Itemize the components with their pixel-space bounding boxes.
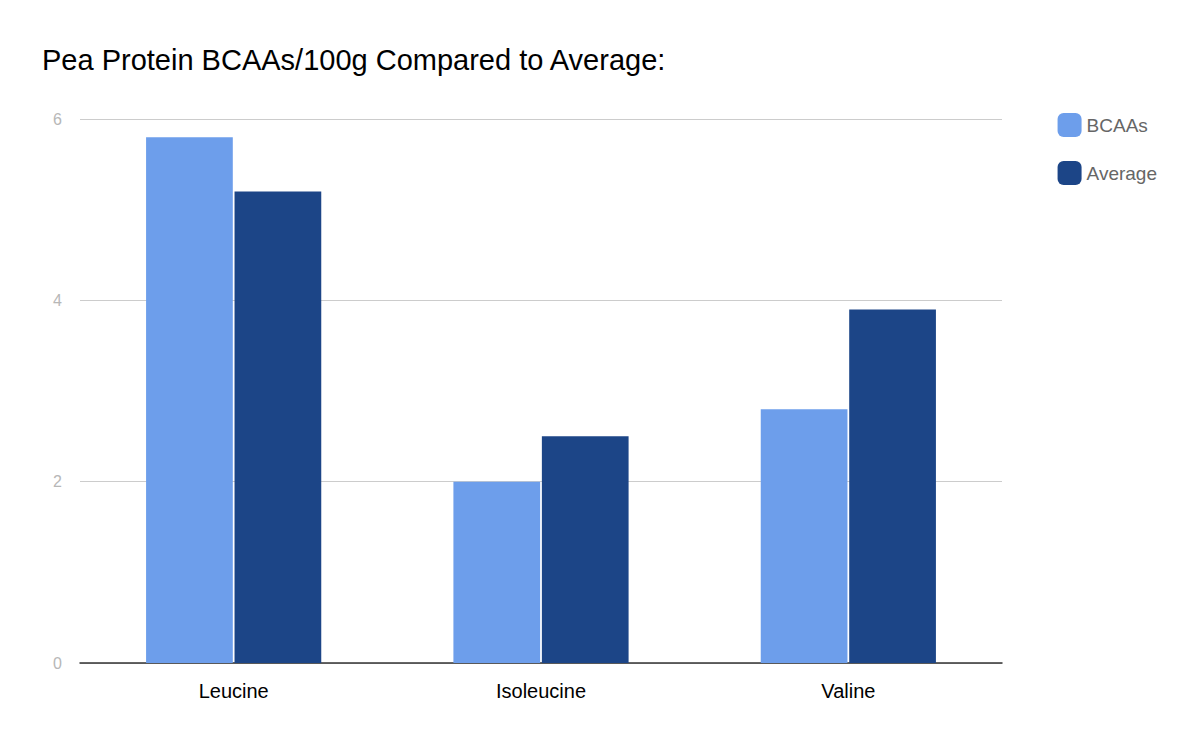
svg-text:BCAAs: BCAAs: [1087, 115, 1148, 136]
svg-text:Leucine: Leucine: [199, 680, 269, 702]
svg-text:Valine: Valine: [821, 680, 875, 702]
svg-text:Pea Protein BCAAs/100g Compare: Pea Protein BCAAs/100g Compared to Avera…: [42, 44, 665, 76]
svg-text:0: 0: [53, 655, 62, 672]
svg-text:Average: Average: [1087, 163, 1157, 184]
svg-text:6: 6: [53, 111, 62, 128]
svg-text:2: 2: [53, 473, 62, 490]
svg-text:Isoleucine: Isoleucine: [496, 680, 586, 702]
svg-text:4: 4: [53, 292, 62, 309]
